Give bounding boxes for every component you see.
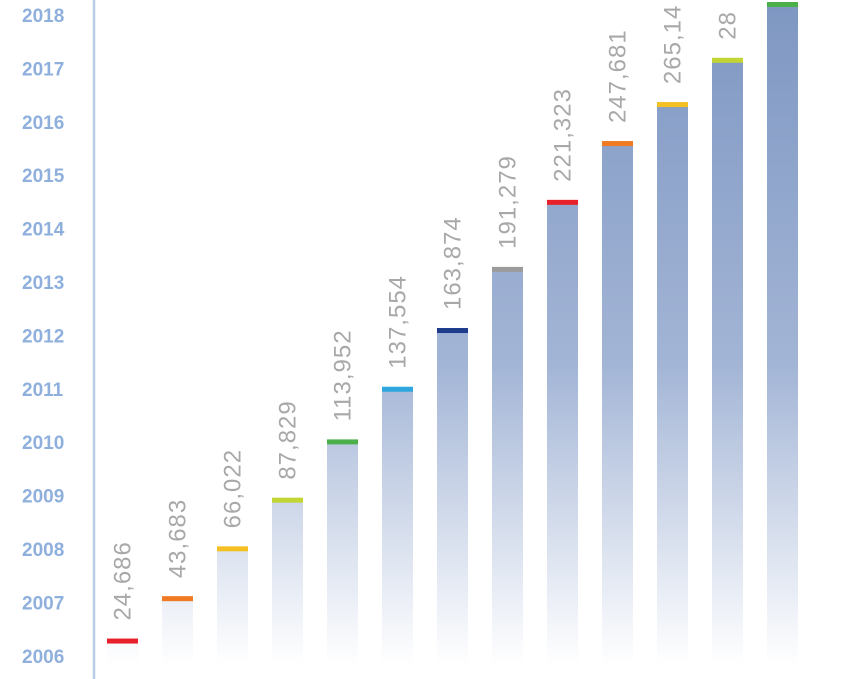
y-tick-label: 2017	[22, 59, 64, 80]
bar-cap	[272, 497, 303, 503]
bar-body	[712, 59, 743, 665]
bar	[602, 141, 633, 666]
y-tick-label: 2012	[22, 326, 64, 347]
data-label: 87,829	[275, 400, 302, 479]
y-tick-label: 2006	[22, 647, 64, 668]
bar-cap	[107, 638, 138, 644]
bar-cap	[382, 386, 413, 392]
data-label: 247,681	[605, 29, 632, 123]
bar-cap	[767, 2, 798, 7]
y-tick-label: 2018	[22, 6, 64, 27]
bars	[107, 2, 798, 666]
bar-body	[657, 104, 688, 666]
bar	[217, 546, 248, 665]
bar-body	[272, 499, 303, 665]
bar	[437, 328, 468, 665]
bar-body	[547, 201, 578, 666]
bar-body	[162, 598, 193, 665]
data-label: 24,686	[110, 541, 137, 620]
y-axis-ticks: 2006 2007 2008 2009 2010 2011 2012 2013 2014 2015…	[22, 6, 65, 668]
y-tick-label: 2013	[22, 273, 64, 294]
bar-cap	[162, 596, 193, 602]
data-labels: 24,686 43,683 66,022 87,829 113,952 137,554 16…	[110, 5, 742, 621]
bar-cap	[217, 546, 248, 552]
y-tick-label: 2014	[22, 220, 65, 241]
bar	[492, 266, 523, 665]
bar	[712, 57, 743, 665]
y-tick-label: 2015	[22, 166, 65, 187]
bar-body	[492, 268, 523, 665]
bar-cap	[657, 102, 688, 108]
y-tick-label: 2010	[22, 433, 64, 454]
bar-body	[602, 143, 633, 666]
bar-body	[437, 330, 468, 665]
data-label: 137,554	[385, 275, 412, 369]
data-label: 113,952	[330, 329, 357, 421]
data-label: 265,14	[660, 5, 687, 84]
bar-body	[217, 548, 248, 665]
bar-cap	[492, 266, 523, 272]
bar	[162, 596, 193, 665]
data-label: 163,874	[440, 216, 467, 310]
bar	[107, 638, 138, 665]
data-label: 43,683	[165, 499, 192, 578]
y-tick-label: 2016	[22, 113, 64, 134]
bar	[327, 439, 358, 665]
y-tick-label: 2007	[22, 593, 64, 614]
bar	[657, 102, 688, 666]
bar	[382, 386, 413, 665]
bar	[767, 2, 798, 665]
bar-cap	[602, 141, 633, 147]
y-tick-label: 2011	[22, 380, 64, 401]
bar	[547, 199, 578, 666]
bar-body	[107, 640, 138, 665]
bar-cap	[547, 199, 578, 205]
y-tick-label: 2009	[22, 487, 64, 508]
bar-body	[767, 4, 798, 665]
bar-cap	[437, 328, 468, 334]
data-label: 66,022	[220, 449, 247, 528]
bar-body	[382, 388, 413, 665]
bar-body	[327, 441, 358, 665]
bar	[272, 497, 303, 665]
bar-cap	[712, 57, 743, 63]
data-label: 221,323	[550, 88, 577, 182]
y-tick-label: 2008	[22, 540, 64, 561]
data-label: 191,279	[495, 155, 522, 249]
data-label: 28	[715, 11, 742, 40]
bar-cap	[327, 439, 358, 445]
